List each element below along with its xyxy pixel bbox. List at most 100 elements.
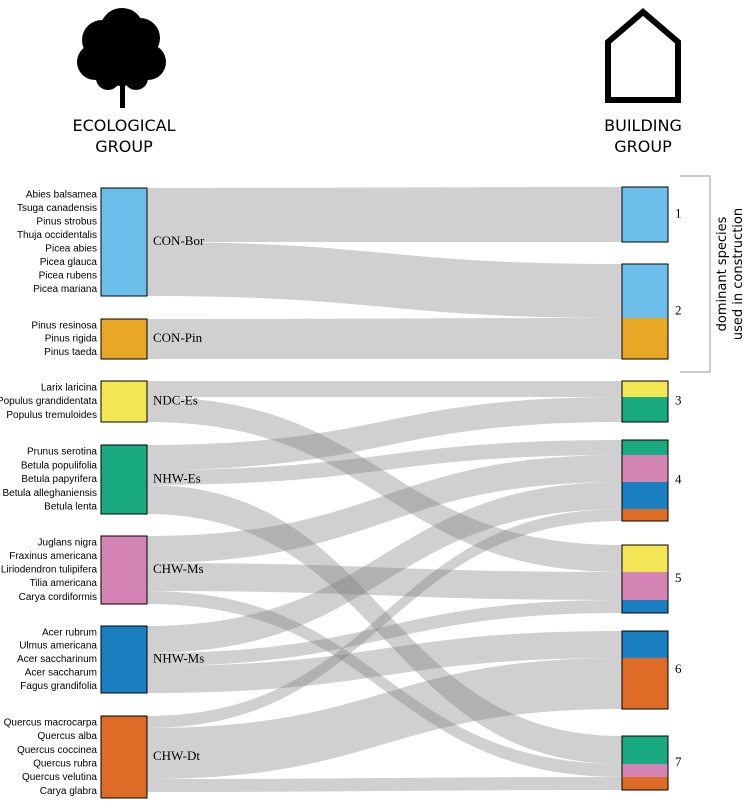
header-title: GROUP	[614, 137, 672, 156]
building-group-box	[621, 263, 669, 360]
eco-group-label: CON-Pin	[153, 330, 203, 345]
house-icon	[605, 8, 681, 103]
building-segment	[622, 455, 668, 482]
eco-group-box	[100, 715, 148, 799]
building-group-box	[621, 186, 669, 243]
bracket-note: dominant species	[715, 216, 730, 331]
eco-group-label: NHW-Ms	[153, 650, 204, 665]
species-label: Quercus macrocarpa	[4, 717, 98, 728]
flow	[147, 658, 622, 779]
eco-group-box	[100, 444, 148, 515]
header-title: ECOLOGICAL	[73, 116, 176, 135]
flow	[147, 591, 622, 777]
flow	[147, 397, 622, 470]
flow	[147, 600, 622, 666]
species-label: Quercus alba	[38, 731, 98, 742]
building-segment	[622, 658, 668, 709]
species-label: Carya glabra	[40, 786, 98, 797]
header-title: BUILDING	[604, 116, 682, 135]
species-label: Prunus serotina	[27, 447, 97, 458]
eco-group-label: CON-Bor	[153, 233, 205, 248]
species-label: Quercus velutina	[22, 772, 97, 783]
species-label: Tilia americana	[30, 578, 98, 589]
species-label: Carya cordiformis	[19, 592, 97, 603]
building-group-label: 5	[675, 570, 682, 585]
flow	[147, 485, 622, 764]
building-segment	[622, 440, 668, 455]
building-segment	[622, 764, 668, 777]
building-group-box	[621, 439, 669, 522]
flow	[147, 440, 622, 485]
species-label: Picea glauca	[40, 257, 98, 268]
species-label: Quercus rubra	[33, 758, 97, 769]
species-label: Juglans nigra	[38, 537, 98, 548]
header-title: GROUP	[95, 137, 153, 156]
flow	[147, 631, 622, 693]
species-label: Quercus coccinea	[17, 745, 97, 756]
building-segment	[622, 631, 668, 658]
species-label: Ulmus americana	[19, 641, 97, 652]
building-segment	[622, 482, 668, 509]
flow	[147, 509, 622, 728]
building-group-label: 6	[675, 661, 682, 676]
bracket-note: used in construction	[731, 208, 746, 340]
building-segment	[622, 777, 668, 790]
species-label: Picea abies	[45, 243, 97, 254]
building-group-label: 7	[675, 754, 682, 769]
species-label: Populus tremuloides	[6, 410, 97, 421]
eco-group-label: NHW-Es	[153, 470, 201, 485]
building-segment	[622, 545, 668, 572]
flow	[147, 397, 622, 572]
species-label: Acer rubrum	[42, 627, 97, 638]
species-label: Fagus grandifolia	[20, 681, 97, 692]
flows	[147, 187, 622, 792]
building-segment	[622, 736, 668, 764]
building-group-box	[621, 630, 669, 710]
eco-group-box	[100, 318, 148, 360]
species-label: Betula populifolia	[21, 460, 98, 471]
building-group-label: 2	[675, 302, 682, 317]
species-label: Tsuga canadensis	[17, 203, 97, 214]
flow	[147, 455, 622, 563]
species-label: Pinus rigida	[45, 334, 98, 345]
eco-group-box	[100, 625, 148, 694]
species-label: Thuja occidentalis	[17, 230, 97, 241]
flow	[147, 242, 622, 318]
building-segment	[622, 264, 668, 318]
species-label: Pinus taeda	[44, 347, 97, 358]
building-segment	[622, 572, 668, 600]
flow	[147, 563, 622, 600]
species-label: Larix laricina	[41, 382, 98, 393]
building-segment	[622, 600, 668, 613]
flow	[147, 318, 622, 359]
building-segment	[622, 187, 668, 242]
building-segment	[622, 397, 668, 422]
species-label: Pinus strobus	[36, 216, 97, 227]
species-label: Acer saccharinum	[17, 654, 97, 665]
tree-icon	[77, 8, 166, 108]
building-group-label: 1	[675, 205, 682, 220]
building-segment	[622, 509, 668, 521]
species-label: Liriodendron tulipifera	[1, 565, 98, 576]
eco-group-box	[100, 187, 148, 297]
species-label: Populus grandidentata	[0, 396, 97, 407]
flow	[147, 777, 622, 792]
bracket	[680, 175, 711, 373]
eco-group-label: CHW-Ms	[153, 561, 204, 576]
building-segment	[622, 381, 668, 397]
eco-group-box	[100, 535, 148, 605]
species-label: Acer saccharum	[25, 668, 97, 679]
building-group-box	[621, 735, 669, 791]
building-group-box	[621, 544, 669, 614]
species-label: Betula papyrifera	[21, 474, 97, 485]
species-label: Betula alleghaniensis	[2, 488, 97, 499]
eco-group-label: NDC-Es	[153, 392, 198, 407]
eco-group-label: CHW-Dt	[153, 748, 200, 763]
eco-group-box	[100, 380, 148, 423]
building-segment	[622, 318, 668, 359]
building-group-box	[621, 380, 669, 423]
species-label: Picea rubens	[39, 270, 97, 281]
building-group-label: 4	[675, 471, 682, 486]
flow	[147, 187, 622, 242]
